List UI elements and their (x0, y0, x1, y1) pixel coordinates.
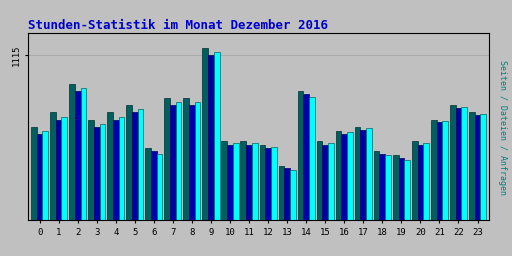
Bar (260, 145, 265, 256)
Bar (385, 155, 391, 256)
Bar (480, 114, 486, 256)
Bar (227, 145, 233, 256)
Bar (126, 105, 132, 256)
Bar (336, 131, 342, 256)
Bar (316, 141, 323, 256)
Bar (221, 141, 227, 256)
Bar (214, 52, 220, 256)
Bar (360, 130, 366, 256)
Bar (303, 94, 309, 256)
Bar (195, 102, 201, 256)
Bar (393, 155, 398, 256)
Bar (456, 108, 461, 256)
Bar (233, 143, 239, 256)
Bar (366, 128, 372, 256)
Text: Stunden-Statistik im Monat Dezember 2016: Stunden-Statistik im Monat Dezember 2016 (28, 19, 328, 32)
Bar (183, 98, 189, 256)
Bar (347, 132, 353, 256)
Bar (157, 154, 162, 256)
Text: Seiten / Dateien / Anfragen: Seiten / Dateien / Anfragen (498, 60, 507, 196)
Bar (145, 148, 151, 256)
Bar (208, 55, 214, 256)
Bar (132, 112, 138, 256)
Bar (61, 117, 67, 256)
Bar (450, 105, 456, 256)
Bar (437, 122, 442, 256)
Bar (398, 158, 404, 256)
Bar (241, 141, 246, 256)
Bar (42, 131, 48, 256)
Bar (431, 120, 437, 256)
Bar (355, 127, 360, 256)
Bar (37, 134, 42, 256)
Bar (69, 84, 75, 256)
Bar (265, 148, 271, 256)
Bar (119, 117, 124, 256)
Bar (461, 106, 467, 256)
Bar (297, 91, 303, 256)
Bar (151, 151, 157, 256)
Bar (113, 120, 119, 256)
Bar (418, 145, 423, 256)
Bar (271, 147, 276, 256)
Bar (164, 98, 170, 256)
Bar (31, 127, 37, 256)
Bar (138, 110, 143, 256)
Bar (379, 154, 385, 256)
Bar (342, 134, 347, 256)
Bar (50, 112, 56, 256)
Bar (284, 168, 290, 256)
Bar (56, 120, 61, 256)
Bar (170, 105, 176, 256)
Bar (279, 166, 284, 256)
Bar (88, 120, 94, 256)
Bar (252, 143, 258, 256)
Bar (374, 151, 379, 256)
Bar (412, 141, 418, 256)
Bar (290, 170, 296, 256)
Bar (469, 112, 475, 256)
Bar (107, 112, 113, 256)
Bar (75, 91, 80, 256)
Bar (323, 145, 328, 256)
Bar (309, 97, 315, 256)
Bar (80, 88, 86, 256)
Bar (404, 160, 410, 256)
Bar (246, 145, 252, 256)
Bar (202, 48, 208, 256)
Bar (475, 115, 480, 256)
Bar (442, 121, 448, 256)
Bar (99, 124, 105, 256)
Bar (94, 127, 99, 256)
Bar (328, 143, 334, 256)
Bar (189, 105, 195, 256)
Bar (423, 143, 429, 256)
Bar (176, 102, 181, 256)
